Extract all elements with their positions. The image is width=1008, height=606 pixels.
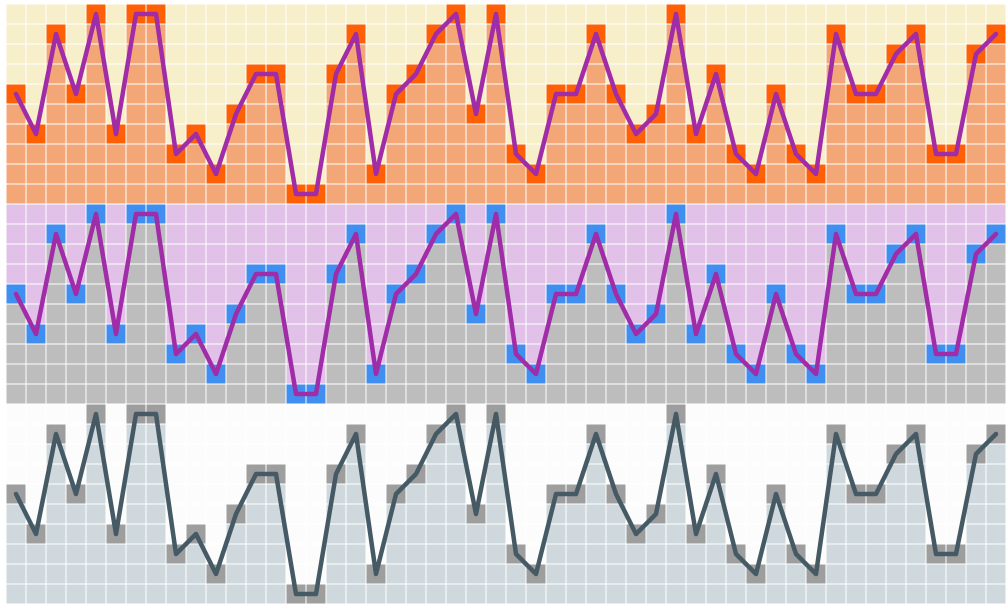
ground-column xyxy=(606,104,626,204)
ground-column xyxy=(766,104,786,204)
ground-column xyxy=(446,424,466,604)
ground-column xyxy=(66,104,86,204)
ground-column xyxy=(26,344,46,404)
ground-column xyxy=(746,384,766,404)
ground-column xyxy=(106,344,126,404)
ground-column xyxy=(746,184,766,204)
ground-column xyxy=(806,384,826,404)
grid-lines xyxy=(5,3,1007,205)
terrain-path xyxy=(13,211,999,397)
ground-column xyxy=(66,304,86,404)
ground-column xyxy=(766,304,786,404)
ground-column xyxy=(886,264,906,404)
grid-lines xyxy=(5,203,1007,405)
ground-column xyxy=(966,464,986,604)
ground-column xyxy=(806,584,826,604)
ground-column xyxy=(386,504,406,604)
ground-column xyxy=(386,304,406,404)
ground-column xyxy=(626,544,646,604)
ground-column xyxy=(206,384,226,404)
ground-column xyxy=(526,184,546,204)
ground-column xyxy=(446,24,466,204)
ground-column xyxy=(86,224,106,404)
ground-column xyxy=(86,24,106,204)
ground-column xyxy=(666,424,686,604)
grid-lines xyxy=(5,403,1007,605)
ground-column xyxy=(126,224,146,404)
ground-column xyxy=(746,584,766,604)
ground-column xyxy=(366,184,386,204)
ground-column xyxy=(366,384,386,404)
ground-column xyxy=(886,464,906,604)
ground-column xyxy=(526,384,546,404)
ground-column xyxy=(26,144,46,204)
ground-column xyxy=(526,584,546,604)
panel-violet xyxy=(5,203,1007,405)
ground-column xyxy=(846,304,866,404)
ground-column xyxy=(546,104,566,204)
ground-column xyxy=(186,344,206,404)
ground-column xyxy=(6,104,26,204)
ground-column xyxy=(846,104,866,204)
ground-column xyxy=(966,264,986,404)
ground-column xyxy=(66,504,86,604)
ground-column xyxy=(126,424,146,604)
ground-column xyxy=(146,224,166,404)
ground-column xyxy=(26,544,46,604)
terrain-path xyxy=(13,411,999,597)
ground-column xyxy=(6,504,26,604)
ground-column xyxy=(206,184,226,204)
ground-column xyxy=(186,144,206,204)
ground-column xyxy=(566,104,586,204)
ground-column xyxy=(866,504,886,604)
ground-column xyxy=(106,544,126,604)
ground-column xyxy=(666,24,686,204)
panel-orange xyxy=(5,3,1007,205)
ground-column xyxy=(886,64,906,204)
ground-column xyxy=(546,304,566,404)
ground-column xyxy=(486,424,506,604)
ground-column xyxy=(766,504,786,604)
ground-column xyxy=(846,504,866,604)
ground-column xyxy=(146,424,166,604)
ground-column xyxy=(666,224,686,404)
ground-column xyxy=(366,584,386,604)
ground-column xyxy=(626,144,646,204)
ground-column xyxy=(126,24,146,204)
ground-column xyxy=(606,304,626,404)
ground-column xyxy=(606,504,626,604)
ground-column xyxy=(686,144,706,204)
ground-column xyxy=(146,24,166,204)
ground-column xyxy=(866,104,886,204)
ground-column xyxy=(566,304,586,404)
ground-column xyxy=(6,304,26,404)
ground-column xyxy=(686,344,706,404)
ground-column xyxy=(806,184,826,204)
ground-column xyxy=(86,424,106,604)
ground-column xyxy=(566,504,586,604)
panel-slate xyxy=(5,403,1007,605)
ground-column xyxy=(486,224,506,404)
ground-column xyxy=(626,344,646,404)
ground-column xyxy=(446,224,466,404)
ground-column xyxy=(686,544,706,604)
ground-column xyxy=(106,144,126,204)
ground-column xyxy=(966,64,986,204)
ground-column xyxy=(386,104,406,204)
ground-column xyxy=(206,584,226,604)
ground-column xyxy=(866,304,886,404)
ground-column xyxy=(186,544,206,604)
terrain-path xyxy=(13,11,999,197)
ground-column xyxy=(486,24,506,204)
ground-column xyxy=(546,504,566,604)
